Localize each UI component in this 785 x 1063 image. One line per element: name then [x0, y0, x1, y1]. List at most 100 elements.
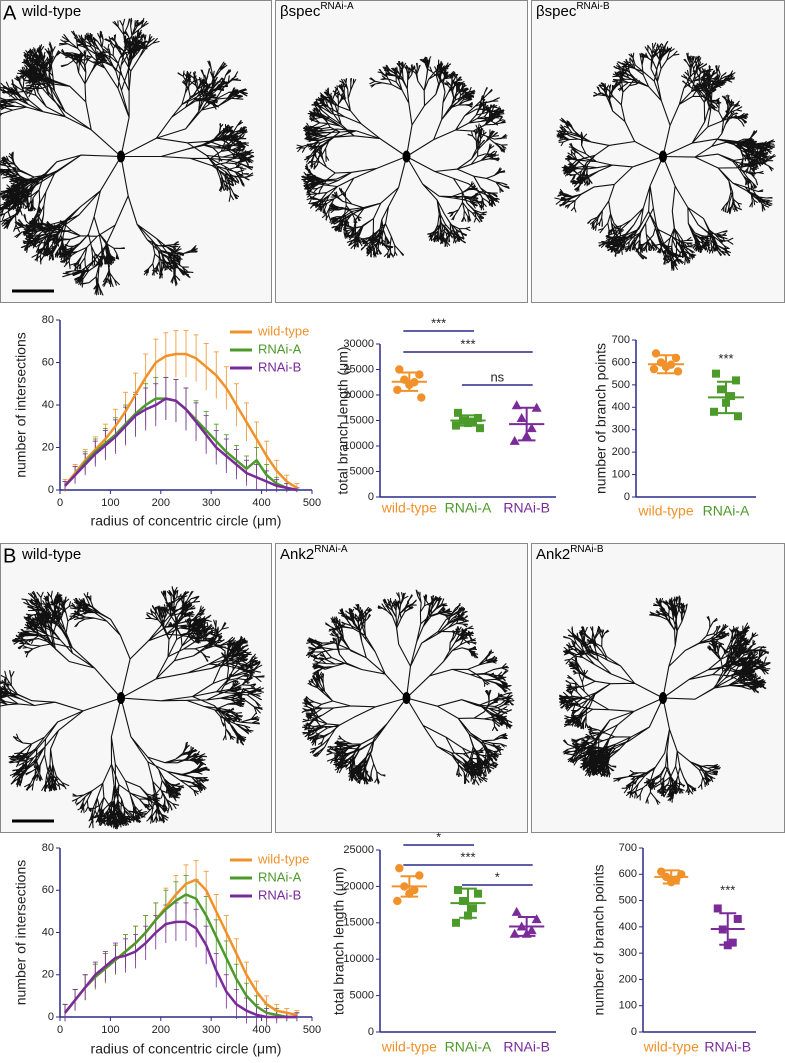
legend-label: RNAi-B — [258, 359, 301, 374]
y-tick-label: 25000 — [343, 363, 374, 375]
soma — [402, 150, 411, 163]
y-tick-label: 15000 — [343, 917, 374, 929]
data-point — [393, 896, 402, 906]
category-label: RNAi-B — [503, 1039, 550, 1055]
dendrites — [554, 40, 776, 271]
y-tick-label: 700 — [619, 842, 637, 854]
y-tick-label: 60 — [42, 884, 54, 896]
data-point — [531, 402, 542, 412]
data-point — [717, 385, 725, 394]
x-axis-label: radius of concentric circle (μm) — [91, 513, 282, 529]
data-point — [415, 871, 424, 880]
data-point — [476, 424, 484, 433]
y-tick-label: 200 — [619, 973, 637, 985]
soma — [659, 692, 667, 704]
image-label: Ank2RNAi-A — [280, 544, 348, 563]
x-tick-label: 0 — [57, 1024, 63, 1036]
y-tick-label: 5000 — [350, 990, 374, 1002]
category-label: wild-type — [637, 503, 693, 519]
data-point — [452, 421, 460, 430]
data-point — [651, 349, 661, 358]
x-tick-label: 300 — [202, 1024, 220, 1036]
data-point — [732, 376, 740, 385]
y-axis-label: total branch length (μm) — [335, 346, 351, 494]
y-axis-label: number of branch points — [591, 865, 607, 1016]
category-label: RNAi-B — [503, 500, 550, 516]
data-point — [509, 435, 520, 445]
significance-label: ns — [490, 369, 504, 384]
y-tick-label: 0 — [631, 1026, 637, 1038]
data-point — [727, 392, 735, 401]
y-tick-label: 0 — [48, 484, 54, 496]
soma — [402, 692, 411, 704]
y-tick-label: 25000 — [343, 844, 374, 856]
y-tick-label: 600 — [612, 356, 630, 368]
data-point — [531, 914, 542, 924]
y-tick-label: 500 — [612, 379, 630, 391]
data-point — [469, 417, 477, 426]
x-axis-label: radius of concentric circle (μm) — [91, 1041, 282, 1057]
image-label-text: wild-type — [21, 546, 81, 563]
data-point — [713, 904, 722, 913]
y-tick-label: 40 — [42, 399, 54, 411]
data-point — [474, 889, 482, 898]
dendrites — [0, 17, 255, 296]
y-tick-label: 10000 — [343, 953, 374, 965]
image-label-text: Ank2 — [280, 546, 314, 563]
significance-label: * — [436, 829, 441, 844]
data-point — [509, 928, 520, 938]
category-label: RNAi-A — [445, 1039, 492, 1055]
y-tick-label: 0 — [624, 491, 630, 503]
dendrites — [558, 595, 771, 805]
legend-label: wild-type — [257, 851, 309, 866]
image-label-sup: RNAi-B — [570, 544, 604, 555]
y-tick-label: 0 — [368, 1026, 374, 1038]
y-tick-label: 20000 — [343, 389, 374, 401]
y-axis-label: total branch length (μm) — [331, 867, 347, 1015]
data-point — [417, 393, 426, 402]
category-label: wild-type — [643, 1039, 699, 1055]
significance-label: *** — [431, 315, 446, 330]
data-point — [454, 886, 462, 895]
significance-label: *** — [460, 336, 475, 351]
y-tick-label: 300 — [612, 424, 630, 436]
x-tick-label: 0 — [57, 497, 63, 509]
data-point — [649, 364, 659, 374]
panel-label: A — [3, 2, 17, 24]
data-point — [395, 864, 404, 873]
series-line — [64, 920, 297, 1019]
significance-label: *** — [718, 351, 733, 366]
soma — [659, 150, 667, 163]
y-tick-label: 5000 — [350, 465, 374, 477]
y-tick-label: 20000 — [343, 880, 374, 892]
category-label: wild-type — [381, 1039, 437, 1055]
dendrites — [0, 586, 265, 830]
y-tick-label: 40 — [42, 926, 54, 938]
micrograph — [275, 543, 528, 833]
image-label: βspecRNAi-B — [536, 1, 610, 20]
y-tick-label: 400 — [619, 921, 637, 933]
data-point — [474, 413, 482, 422]
y-tick-label: 700 — [612, 334, 630, 346]
y-tick-label: 100 — [612, 468, 630, 480]
y-tick-label: 15000 — [343, 414, 374, 426]
image-label-text: Ank2 — [536, 546, 570, 563]
y-tick-label: 20 — [42, 441, 54, 453]
series-line — [64, 397, 298, 492]
legend-label: RNAi-B — [258, 887, 301, 902]
image-label: wild-type — [21, 546, 81, 563]
data-point — [526, 925, 537, 935]
soma — [117, 692, 125, 704]
x-tick-label: 400 — [252, 1024, 270, 1036]
series-line — [64, 893, 297, 1019]
category-label: RNAi-A — [703, 503, 750, 519]
image-label-text: βspec — [536, 3, 577, 20]
data-point — [673, 367, 683, 376]
x-tick-label: 500 — [303, 1024, 321, 1036]
x-tick-label: 300 — [202, 497, 220, 509]
y-axis-label: number of branch points — [593, 343, 609, 494]
significance-label: * — [495, 869, 500, 884]
dendrites — [296, 56, 510, 259]
significance-label: *** — [720, 883, 735, 898]
category-label: RNAi-B — [704, 1039, 751, 1055]
